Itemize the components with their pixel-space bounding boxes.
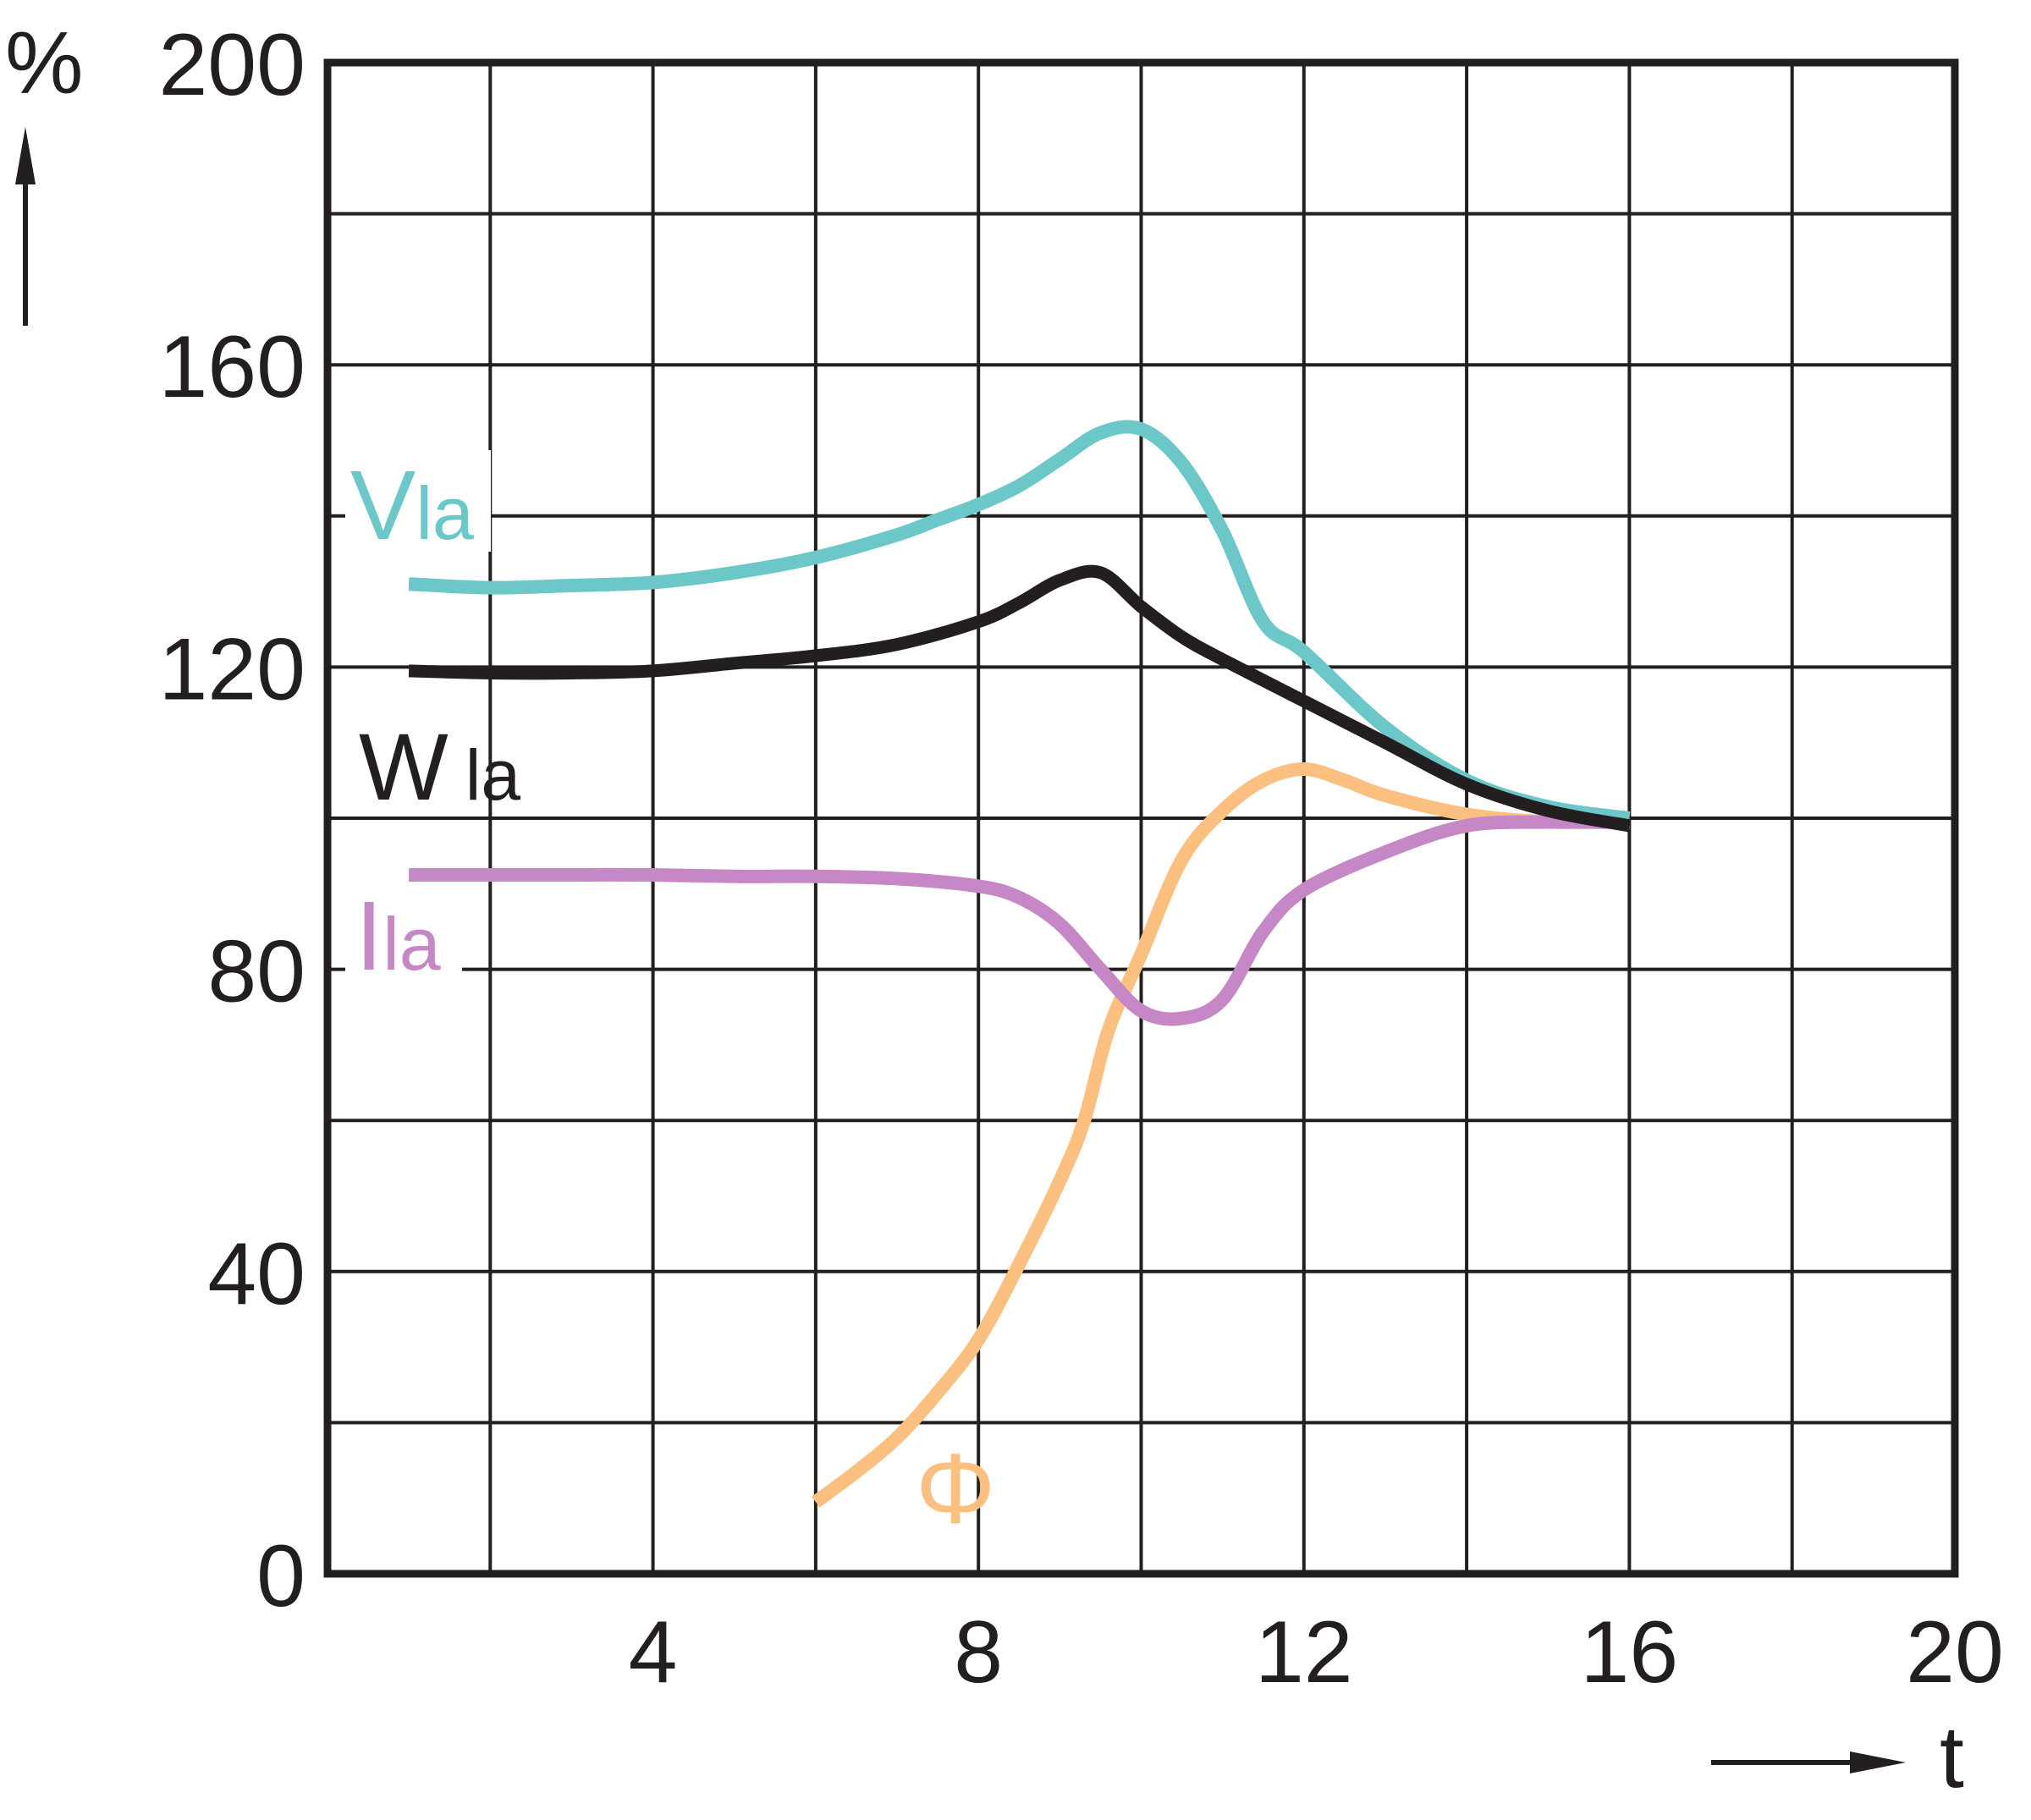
series-line-vla bbox=[408, 420, 1631, 825]
y-axis-tick-labels: 0 40 80 120 160 200 bbox=[158, 16, 305, 1625]
y-tick-label: 200 bbox=[158, 16, 305, 114]
chart-grid bbox=[327, 63, 1955, 1574]
series-label-wla-main: W bbox=[359, 714, 449, 820]
y-tick-label: 120 bbox=[158, 620, 305, 718]
x-tick-label: 16 bbox=[1581, 1603, 1679, 1702]
y-tick-label: 160 bbox=[158, 318, 305, 416]
y-tick-label: 0 bbox=[256, 1527, 305, 1625]
series-label-vla-sub: la bbox=[416, 471, 474, 555]
series-label-ila: Ila bbox=[355, 881, 441, 991]
chart-series bbox=[408, 420, 1631, 1508]
y-tick-label: 80 bbox=[207, 923, 305, 1021]
x-axis-arrow bbox=[1711, 1751, 1906, 1773]
series-label-vla-main: V bbox=[350, 450, 416, 560]
series-label-ila-sub: la bbox=[383, 902, 441, 986]
x-tick-label: 20 bbox=[1906, 1603, 2004, 1702]
series-label-vla: Vla bbox=[350, 450, 474, 560]
y-axis-arrow bbox=[15, 127, 36, 326]
series-label-ila-main: I bbox=[355, 881, 383, 991]
series-label-phi: Φ bbox=[916, 1433, 995, 1545]
x-axis-title: t bbox=[1940, 1708, 1964, 1806]
x-axis-tick-labels: 4 8 12 16 20 bbox=[629, 1603, 2004, 1702]
plot-frame bbox=[323, 58, 1959, 1578]
y-tick-label: 40 bbox=[207, 1225, 305, 1323]
y-axis-unit-label: % bbox=[5, 14, 83, 113]
x-tick-label: 8 bbox=[954, 1603, 1003, 1702]
x-tick-label: 12 bbox=[1255, 1603, 1353, 1702]
series-line-phi bbox=[812, 762, 1630, 1508]
series-line-ila bbox=[409, 815, 1630, 1026]
series-label-wla-sub: la bbox=[465, 735, 521, 815]
series-line-wla bbox=[408, 564, 1631, 833]
x-tick-label: 4 bbox=[629, 1603, 678, 1702]
